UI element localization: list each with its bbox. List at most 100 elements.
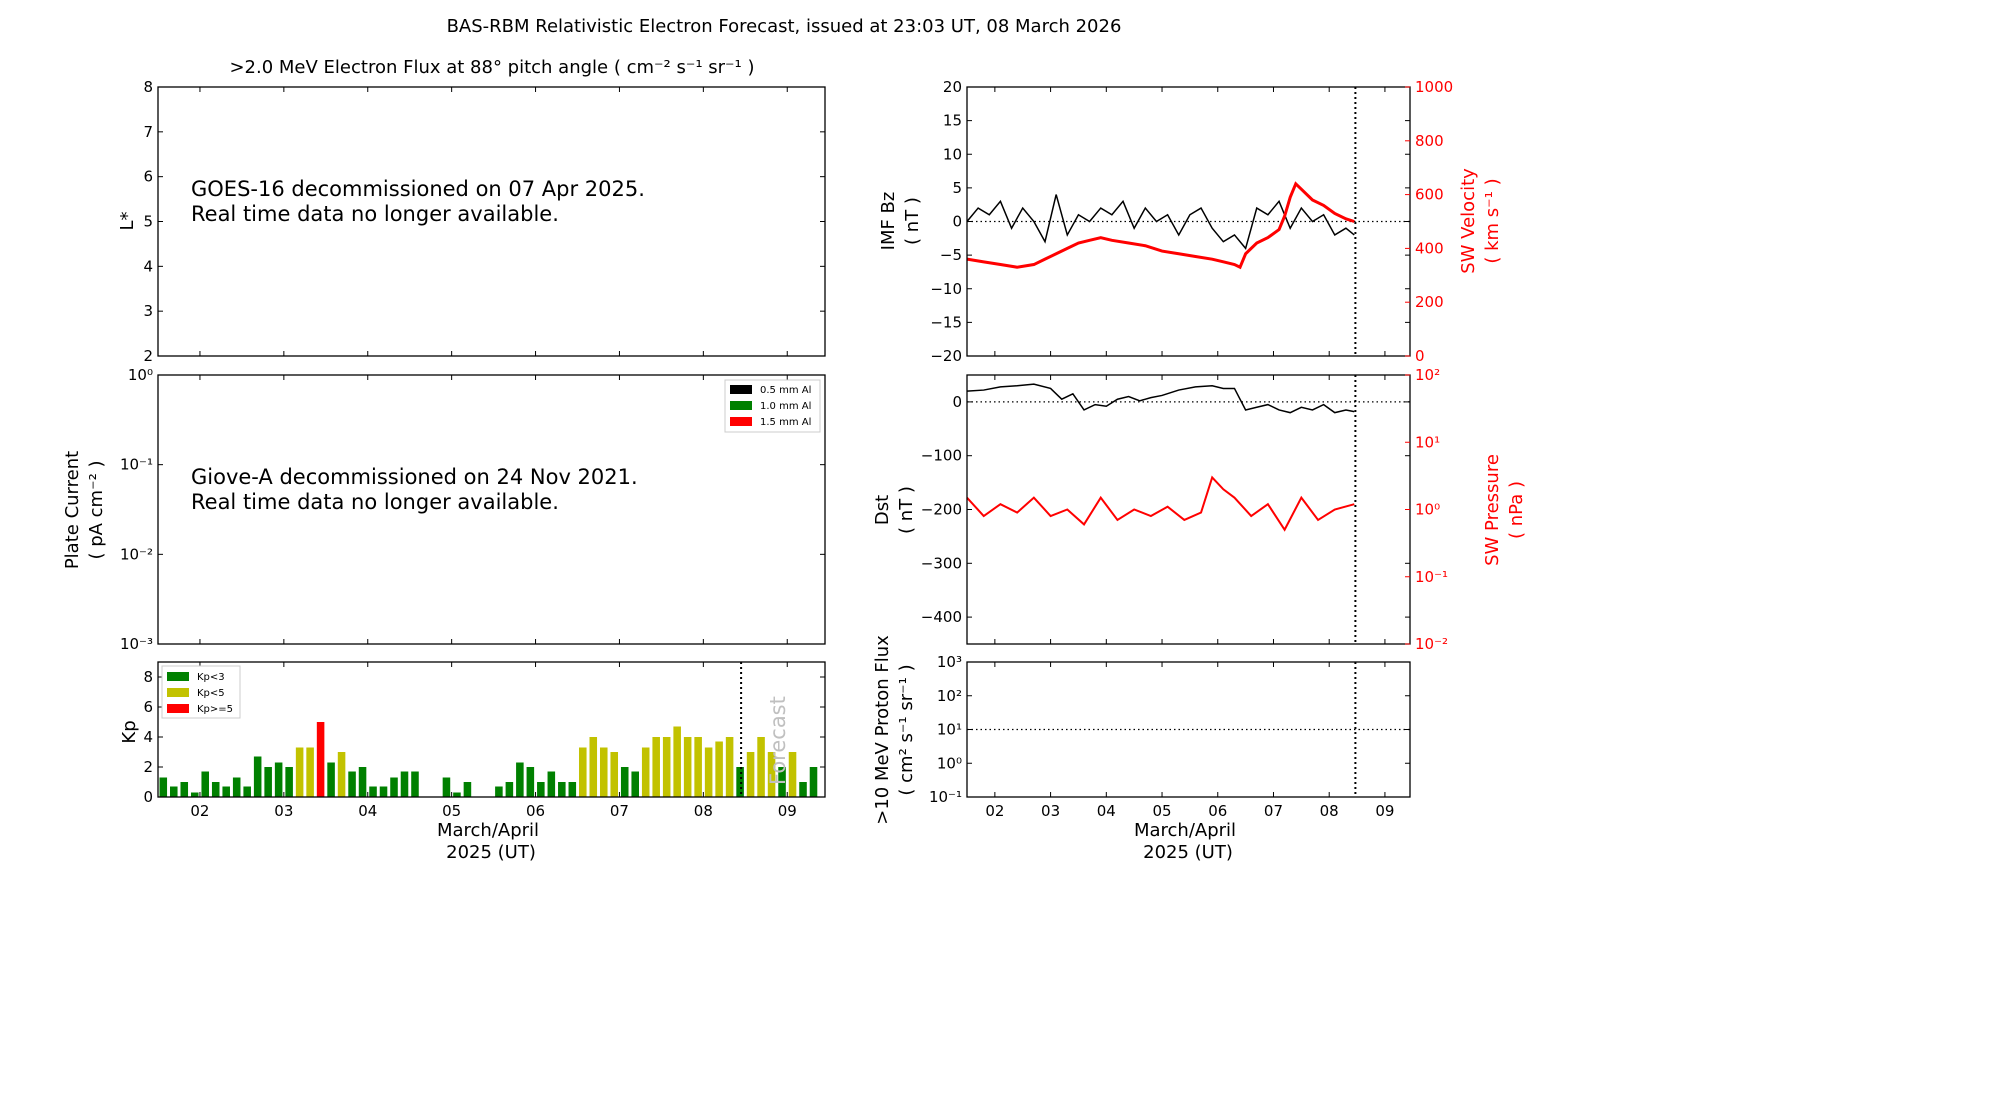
kp-bar [264,767,272,797]
kp-bar [306,747,314,797]
plate-current-note-line2: Real time data no longer available. [191,490,559,514]
kp-bar [505,782,514,797]
pc-y-tick-label: 10⁻³ [120,635,153,653]
sw-pressure-series [966,475,1355,532]
pf-y-tick-label: 10² [937,687,962,705]
ef-y-tick-label: 8 [143,78,153,96]
pf-y-tick-label: 10¹ [937,721,962,739]
kp-bar [809,767,818,797]
plate-current-x-axis [199,375,788,644]
pf-y-tick-label: 10³ [937,653,962,671]
legend-swatch-0.5mm [730,385,752,394]
dst-x-axis [994,375,1386,644]
x-tick-label: 03 [1041,802,1060,820]
proton-flux-panel: 10⁻¹ 10⁰ 10¹ 10² 10³ 02 03 04 05 06 07 08 09 >10 Me… [872,635,1411,863]
kp-bar [211,782,220,797]
vel-y-tick-label: 800 [1415,132,1444,150]
imf-bz-x-axis [994,87,1386,356]
kp-bar [725,737,734,797]
kp-bar [746,752,755,797]
kp-bar [526,767,535,797]
bz-y-tick-label: 5 [952,179,962,197]
vel-y-tick-label: 200 [1415,293,1444,311]
kp-bar [295,747,304,797]
electron-flux-note-line2: Real time data no longer available. [191,202,559,226]
kp-forecast-label: Forecast [766,696,790,785]
plate-current-frame [157,374,826,645]
dst-y-tick-label: −400 [921,608,962,626]
dst-y-tick-label: −300 [921,554,962,572]
kp-frame [157,661,826,798]
proton-flux-y-label-line1: >10 MeV Proton Flux [872,635,893,825]
dst-y-axis: 0 −100 −200 −300 −400 [921,393,1410,626]
kp-bar [411,771,419,797]
kp-y-tick-label: 6 [143,698,153,716]
plate-current-y-axis: 10⁻³ 10⁻² 10⁻¹ 10⁰ [120,366,825,653]
vel-y-tick-label: 1000 [1415,78,1453,96]
kp-legend-label-low: Kp<3 [197,672,225,683]
kp-bar [379,786,388,797]
ef-y-tick-label: 3 [143,302,153,320]
kp-bar [537,782,545,797]
ef-y-tick-label: 5 [143,213,153,231]
imf-bz-series [966,194,1355,250]
pc-y-tick-label: 10⁻¹ [120,456,153,474]
x-tick-label: 07 [1264,802,1283,820]
kp-bar [547,771,556,797]
kp-bar [610,752,619,797]
x-tick-label: 06 [1208,802,1227,820]
kp-bar [558,782,566,797]
kp-bar [631,771,639,797]
kp-bar [180,782,189,797]
kp-bar [169,786,178,797]
imf-bz-panel: −20 −15 −10 −5 0 5 10 15 20 0 200 400 600 800 1000 IM… [878,78,1503,365]
kp-y-label: Kp [119,720,140,743]
pf-y-tick-label: 10⁻¹ [929,788,962,806]
kp-bar [799,782,807,797]
proton-x-label-line1: March/April [1134,820,1236,841]
press-y-tick-label: 10² [1415,366,1440,384]
kp-bar [736,767,744,797]
kp-y-tick-label: 2 [143,758,153,776]
figure: BAS-RBM Relativistic Electron Forecast, … [62,16,1527,863]
dst-frame [966,374,1411,645]
kp-bar [316,722,325,797]
dst-y-tick-label: −100 [921,447,962,465]
press-y-tick-label: 10⁻¹ [1415,568,1448,586]
press-y-tick-label: 10⁰ [1415,501,1440,519]
bz-y-tick-label: 20 [943,78,962,96]
electron-flux-y-axis: 2 3 4 5 6 7 8 [143,78,825,365]
kp-bar [442,777,451,797]
dst-y-tick-label: −200 [921,501,962,519]
legend-label-1.5mm: 1.5 mm Al [760,417,811,428]
kp-y-tick-label: 8 [143,668,153,686]
kp-bar [201,771,210,797]
sw-velocity-series [966,181,1355,270]
x-tick-label: 08 [1320,802,1339,820]
kp-bar [589,737,598,797]
kp-bar [253,756,262,797]
x-tick-label: 06 [526,802,545,820]
ef-y-tick-label: 6 [143,168,153,186]
press-y-tick-label: 10¹ [1415,433,1440,451]
kp-bar [369,786,377,797]
kp-legend-label-high: Kp>=5 [197,704,233,715]
electron-flux-panel: >2.0 MeV Electron Flux at 88° pitch angl… [117,57,826,365]
vel-y-tick-label: 600 [1415,186,1444,204]
kp-bar [327,762,335,797]
ef-y-tick-label: 7 [143,123,153,141]
plate-current-note-line1: Giove-A decommissioned on 24 Nov 2021. [191,465,638,489]
kp-legend-swatch-mid [167,688,189,697]
bz-y-tick-label: −10 [930,280,962,298]
kp-bar [337,752,346,797]
electron-flux-note-line1: GOES-16 decommissioned on 07 Apr 2025. [191,177,645,201]
kp-x-label-line2: 2025 (UT) [446,842,536,863]
pf-y-tick-label: 10⁰ [937,754,962,772]
bz-y-tick-label: −15 [930,313,962,331]
sw-pressure-y-label-line1: SW Pressure [1482,454,1503,566]
proton-x-label-line2: 2025 (UT) [1143,842,1233,863]
kp-bar [453,792,461,797]
kp-y-axis: 0 2 4 6 8 [143,668,825,806]
electron-flux-x-axis [199,87,788,356]
